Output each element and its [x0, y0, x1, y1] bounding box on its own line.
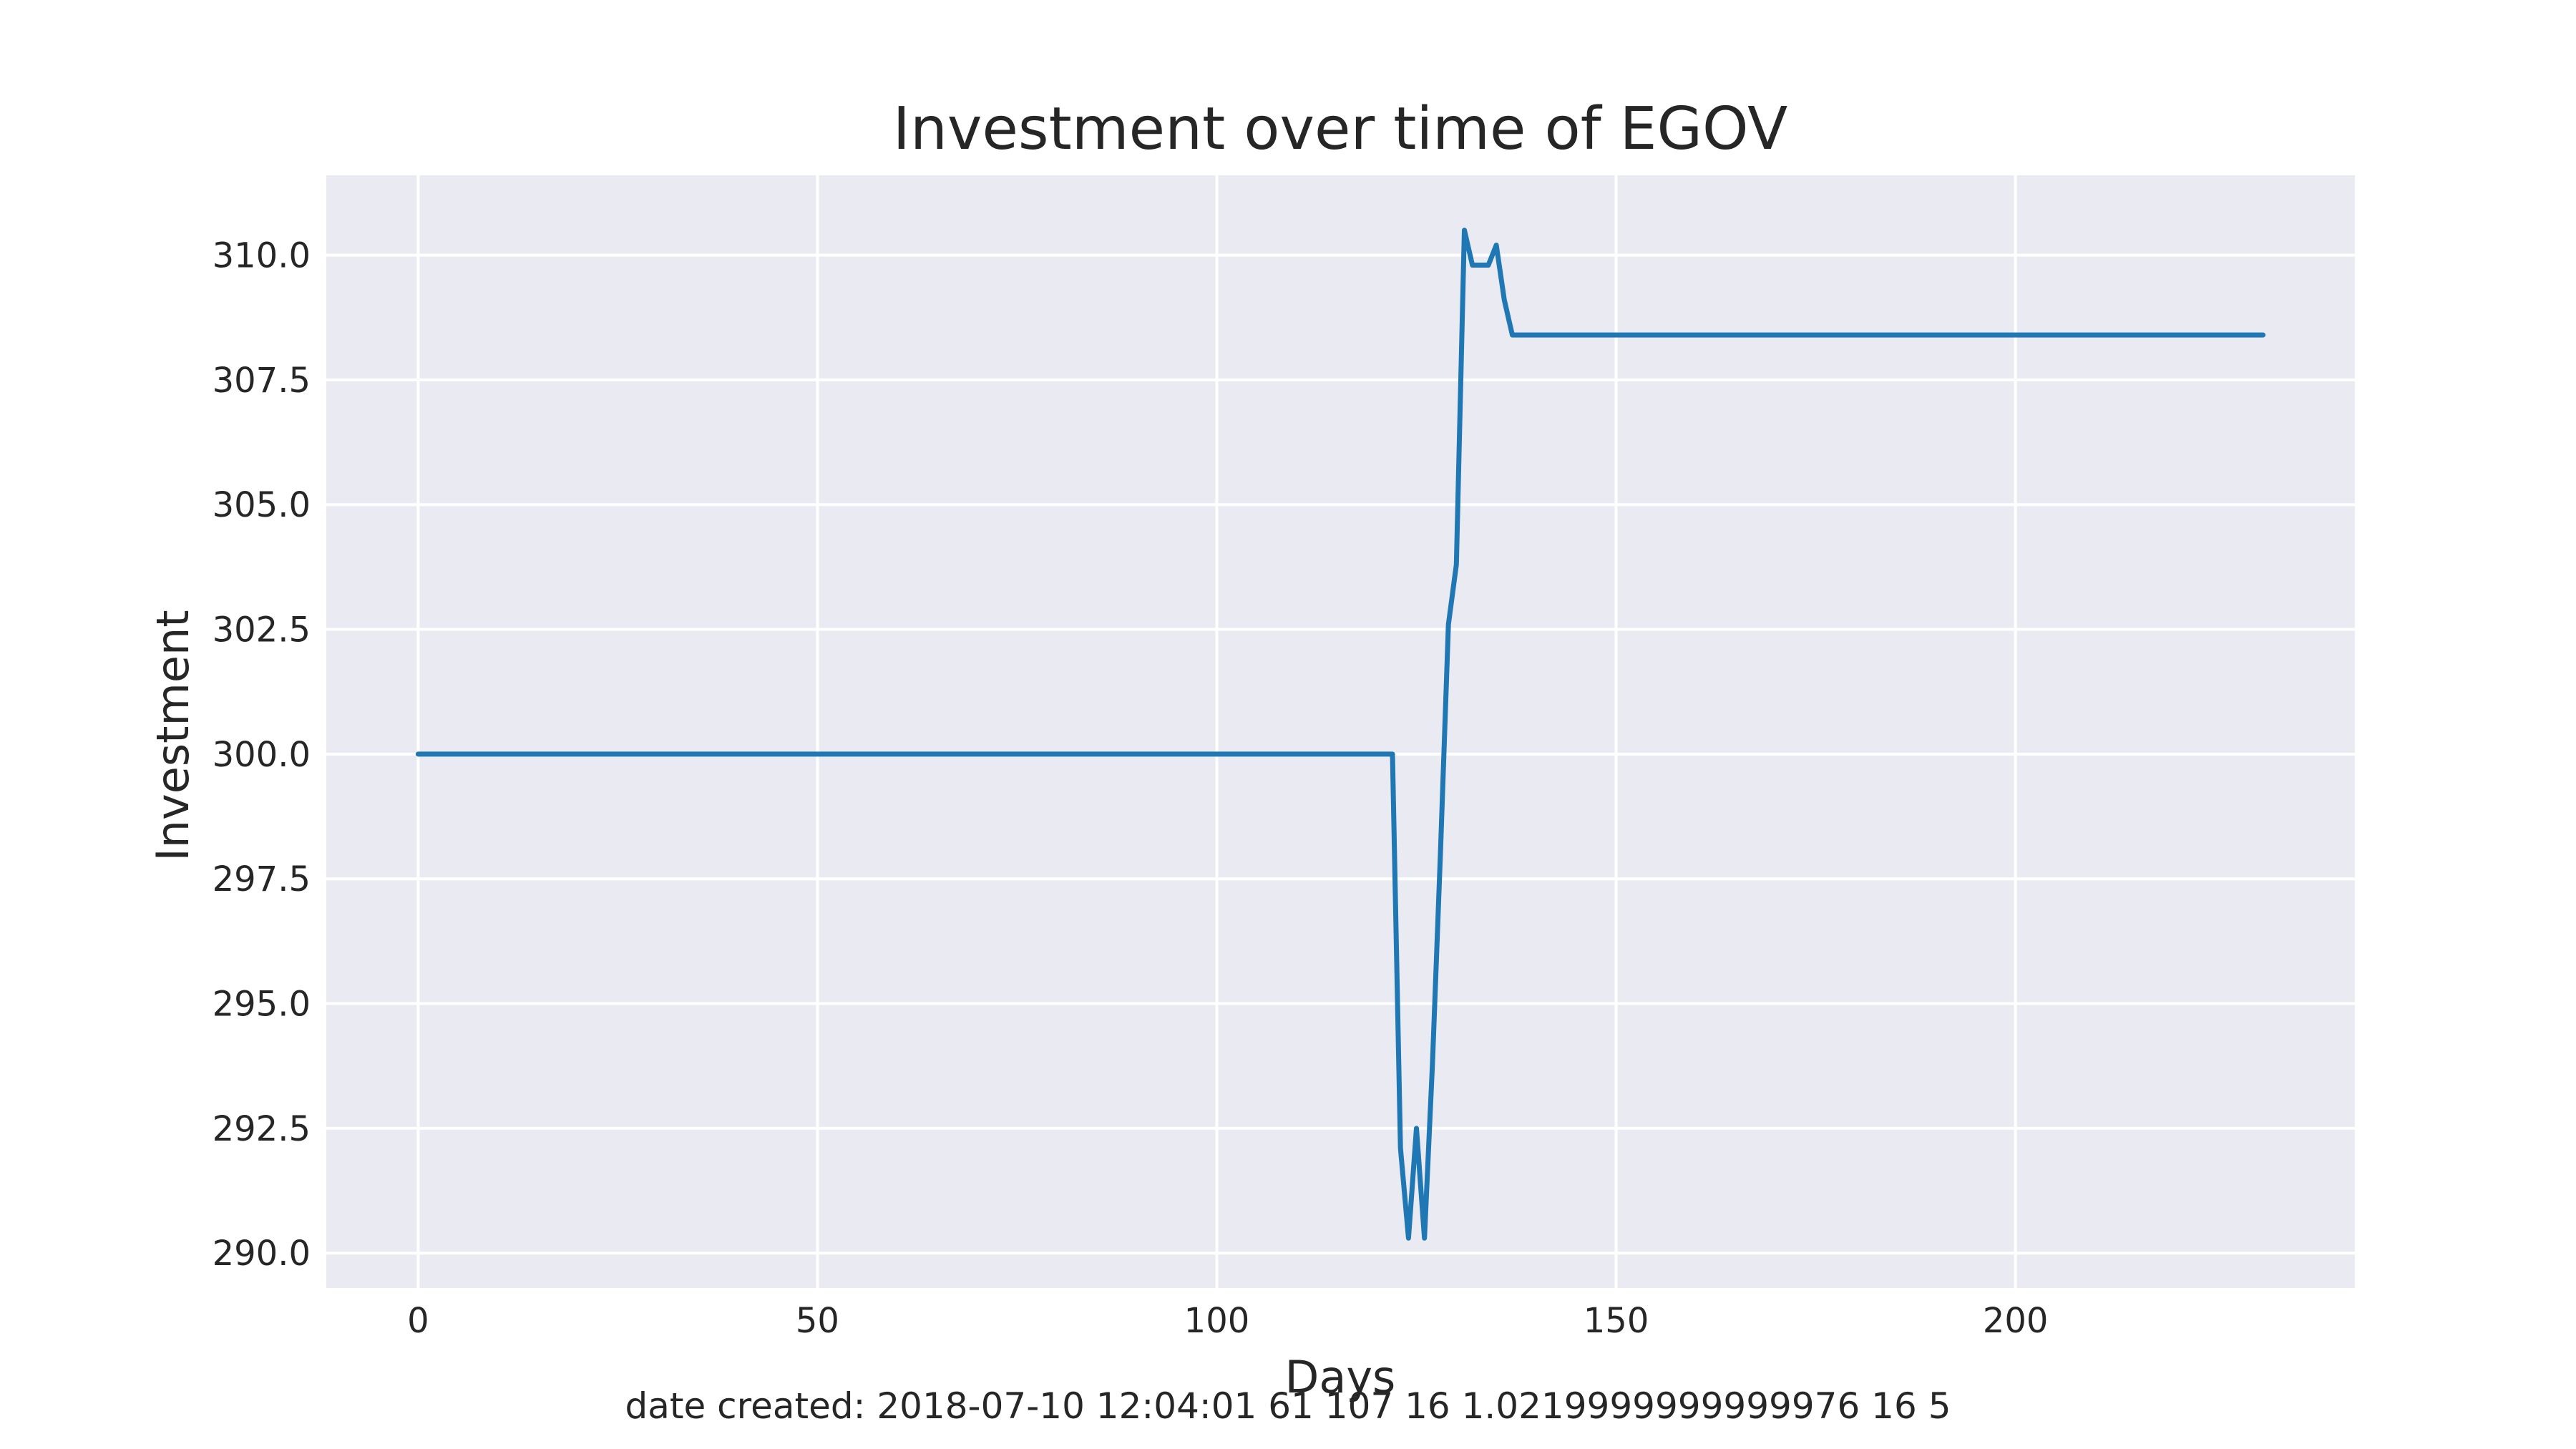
series-line	[415, 228, 2266, 1241]
x-tick-label: 50	[796, 1301, 839, 1341]
y-axis-label: Investment	[147, 610, 199, 861]
y-tick-label: 302.5	[213, 610, 311, 650]
y-tick-label: 295.0	[213, 985, 311, 1025]
y-tick-label: 307.5	[213, 361, 311, 401]
x-axis-label: Days	[1285, 1351, 1396, 1403]
x-tick-label: 0	[407, 1301, 429, 1341]
y-tick-label: 300.0	[213, 735, 311, 775]
grid-lines	[326, 175, 2355, 1288]
y-tick-label: 292.5	[213, 1109, 311, 1149]
y-tick-label: 290.0	[213, 1234, 311, 1274]
series-layer	[415, 228, 2266, 1241]
x-tick-labels: 0 50 100 150 200	[407, 1301, 2048, 1341]
x-tick-label: 150	[1584, 1301, 1649, 1341]
x-tick-label: 100	[1184, 1301, 1250, 1341]
x-tick-label: 200	[1983, 1301, 2049, 1341]
plot-area	[326, 175, 2355, 1288]
chart-title: Investment over time of EGOV	[893, 95, 1787, 163]
y-tick-label: 305.0	[213, 485, 311, 525]
y-tick-label: 310.0	[213, 236, 311, 276]
footer-text: date created: 2018-07-10 12:04:01 61 107…	[625, 1385, 1951, 1427]
y-tick-label: 297.5	[213, 859, 311, 899]
y-tick-labels: 290.0 292.5 295.0 297.5 300.0 302.5 305.0 307.5…	[213, 236, 311, 1274]
